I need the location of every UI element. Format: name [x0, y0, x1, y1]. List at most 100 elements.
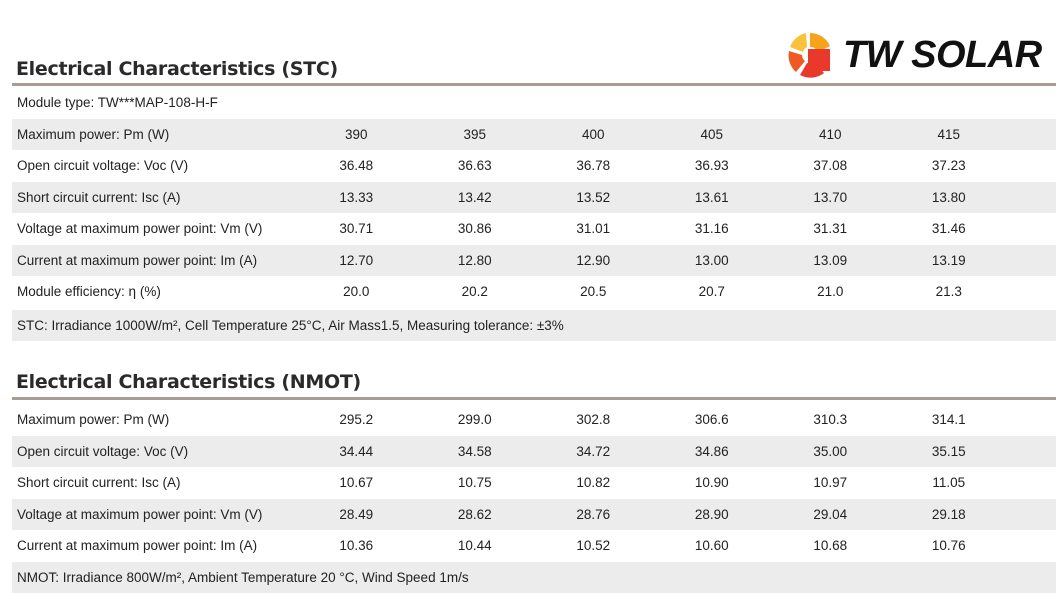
cell-value: 295.2	[339, 412, 374, 428]
cell-value: 31.31	[813, 221, 848, 237]
cell-value: 13.19	[931, 252, 966, 268]
cell-value: 36.93	[694, 158, 729, 174]
cell-value: 10.82	[576, 475, 611, 491]
cell-value: 12.80	[457, 252, 492, 268]
row-label: Open circuit voltage: Voc (V)	[17, 158, 189, 174]
row-label: Current at maximum power point: Im (A)	[17, 252, 258, 268]
row-label: Short circuit current: Isc (A)	[17, 475, 181, 491]
cell-value: 29.18	[931, 506, 966, 522]
table-row: Open circuit voltage: Voc (V) 36.48 36.63 3…	[12, 150, 1056, 182]
cell-value: 37.23	[931, 158, 966, 174]
table-row: Voltage at maximum power point: Vm (V) 30…	[12, 213, 1056, 245]
row-label: Short circuit current: Isc (A)	[17, 189, 181, 205]
cell-value: 13.42	[457, 189, 492, 205]
row-label: Maximum power: Pm (W)	[17, 412, 170, 428]
cell-value: 12.90	[576, 252, 611, 268]
cell-value: 29.04	[813, 506, 848, 522]
table-row: Voltage at maximum power point: Vm (V) 28…	[12, 498, 1056, 530]
cell-value: 10.52	[576, 538, 611, 554]
cell-value: 37.08	[813, 158, 848, 174]
table-row: Short circuit current: Isc (A) 13.33 13.42…	[12, 181, 1056, 213]
cell-value: 390	[344, 126, 368, 142]
cell-value: 30.86	[457, 221, 492, 237]
cell-value: 10.60	[694, 538, 729, 554]
row-label: Current at maximum power point: Im (A)	[17, 538, 258, 554]
nmot-table: Maximum power: Pm (W) 295.2 299.0 302.8 306.…	[12, 404, 1056, 593]
stc-note-row: STC: Irradiance 1000W/m², Cell Temperatu…	[12, 309, 1056, 341]
nmot-note: NMOT: Irradiance 800W/m², Ambient Temper…	[17, 569, 469, 585]
cell-value: 31.01	[576, 221, 611, 237]
cell-value: 400	[581, 126, 605, 142]
cell-value: 35.00	[813, 443, 848, 459]
cell-value: 28.76	[576, 506, 611, 522]
table-row: Short circuit current: Isc (A) 10.67 10.75…	[12, 467, 1056, 499]
cell-value: 10.90	[694, 475, 729, 491]
cell-value: 34.86	[694, 443, 729, 459]
cell-value: 21.0	[817, 284, 844, 300]
cell-value: 299.0	[457, 412, 492, 428]
cell-value: 34.72	[576, 443, 611, 459]
cell-value: 10.76	[931, 538, 966, 554]
row-label: Maximum power: Pm (W)	[17, 126, 170, 142]
table-row: Maximum power: Pm (W) 390 395 400 405 410 415	[12, 118, 1056, 150]
cell-value: 36.63	[457, 158, 492, 174]
cell-value: 310.3	[813, 412, 848, 428]
cell-value: 302.8	[576, 412, 611, 428]
stc-table: Module type: TW***MAP-108-H-F Maximum po…	[12, 87, 1056, 341]
cell-value: 31.16	[694, 221, 729, 237]
cell-value: 13.80	[931, 189, 966, 205]
nmot-note-row: NMOT: Irradiance 800W/m², Ambient Temper…	[12, 561, 1056, 593]
cell-value: 31.46	[931, 221, 966, 237]
cell-value: 34.58	[457, 443, 492, 459]
table-row: Open circuit voltage: Voc (V) 34.44 34.58 3…	[12, 435, 1056, 467]
cell-value: 28.62	[457, 506, 492, 522]
cell-value: 306.6	[694, 412, 729, 428]
table-row: Module efficiency: η (%) 20.0 20.2 20.5 20.7…	[12, 276, 1056, 308]
cell-value: 20.2	[461, 284, 488, 300]
cell-value: 13.33	[339, 189, 374, 205]
cell-value: 21.3	[935, 284, 962, 300]
cell-value: 10.67	[339, 475, 374, 491]
cell-value: 13.70	[813, 189, 848, 205]
cell-value: 415	[937, 126, 961, 142]
cell-value: 36.48	[339, 158, 374, 174]
table-row: Current at maximum power point: Im (A) 10…	[12, 530, 1056, 562]
cell-value: 12.70	[339, 252, 374, 268]
cell-value: 10.36	[339, 538, 374, 554]
logo-text: TW SOLAR	[843, 33, 1042, 76]
cell-value: 20.7	[698, 284, 725, 300]
cell-value: 28.90	[694, 506, 729, 522]
row-label: Open circuit voltage: Voc (V)	[17, 443, 189, 459]
cell-value: 34.44	[339, 443, 374, 459]
cell-value: 10.75	[457, 475, 492, 491]
row-label: Voltage at maximum power point: Vm (V)	[17, 221, 263, 237]
cell-value: 28.49	[339, 506, 374, 522]
cell-value: 10.97	[813, 475, 848, 491]
row-label: Voltage at maximum power point: Vm (V)	[17, 506, 263, 522]
cell-value: 35.15	[931, 443, 966, 459]
tw-solar-logo: TW SOLAR	[785, 30, 1042, 80]
cell-value: 395	[463, 126, 487, 142]
cell-value: 13.09	[813, 252, 848, 268]
row-label: Module efficiency: η (%)	[17, 284, 161, 300]
cell-value: 13.00	[694, 252, 729, 268]
module-type-row: Module type: TW***MAP-108-H-F	[12, 87, 1056, 119]
stc-divider	[12, 83, 1056, 86]
cell-value: 10.68	[813, 538, 848, 554]
cell-value: 20.0	[343, 284, 370, 300]
nmot-section-title: Electrical Characteristics (NMOT)	[16, 371, 361, 393]
stc-section-title: Electrical Characteristics (STC)	[16, 58, 338, 80]
cell-value: 11.05	[932, 475, 966, 491]
cell-value: 20.5	[580, 284, 607, 300]
cell-value: 314.1	[931, 412, 966, 428]
cell-value: 405	[700, 126, 724, 142]
cell-value: 36.78	[576, 158, 611, 174]
module-type: Module type: TW***MAP-108-H-F	[17, 95, 218, 111]
cell-value: 13.61	[694, 189, 729, 205]
cell-value: 10.44	[457, 538, 492, 554]
cell-value: 410	[818, 126, 842, 142]
cell-value: 13.52	[576, 189, 611, 205]
sun-logo-icon	[788, 33, 830, 78]
table-row: Maximum power: Pm (W) 295.2 299.0 302.8 306.…	[12, 404, 1056, 436]
table-row: Current at maximum power point: Im (A) 12…	[12, 244, 1056, 276]
